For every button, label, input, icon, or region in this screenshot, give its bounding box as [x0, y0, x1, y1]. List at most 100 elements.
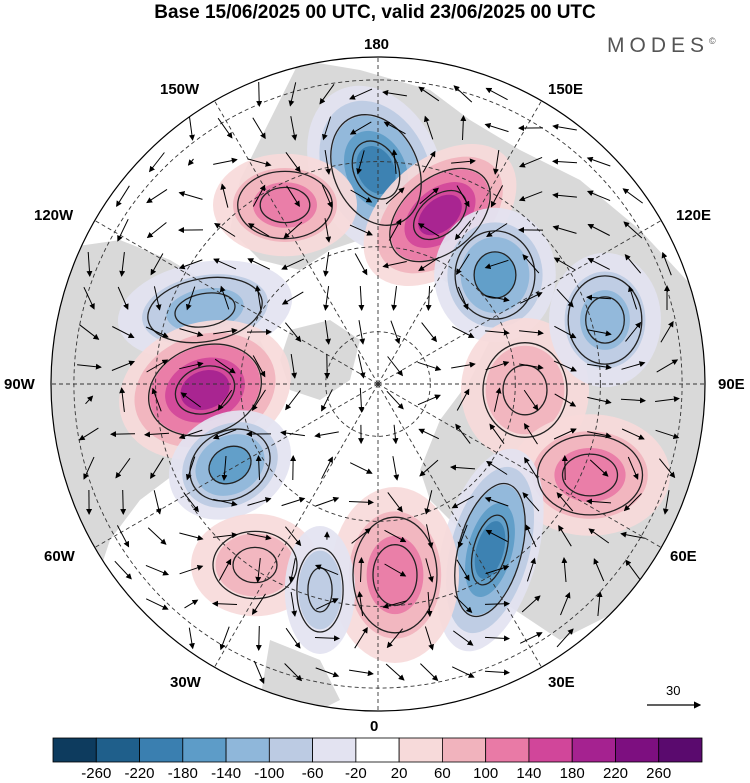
wind-vector [213, 532, 238, 539]
wind-vector [146, 359, 169, 373]
wind-vector [324, 150, 332, 175]
wind-vector [586, 498, 612, 505]
wind-vector [290, 354, 298, 379]
wind-vector [525, 524, 537, 548]
wind-vector [350, 189, 373, 203]
wind-vector [119, 252, 126, 277]
colorbar-tick-label: 220 [602, 765, 629, 782]
wind-vector [120, 489, 127, 515]
wind-vector [453, 630, 474, 646]
wind-vector [284, 663, 303, 682]
wind-vector [628, 285, 638, 310]
wind-vector [492, 150, 500, 175]
wind-vector [85, 395, 94, 405]
wind-vector [388, 218, 402, 241]
wind-vector [587, 396, 612, 405]
wind-vector [382, 600, 407, 609]
wind-vector [117, 286, 129, 310]
anomaly-high-6 [331, 487, 459, 663]
wind-vector [391, 286, 398, 311]
wind-vector [417, 361, 442, 372]
wind-vector [217, 117, 233, 139]
wind-vector [217, 389, 233, 411]
wind-vector [519, 292, 543, 304]
contour-inner-low-3 [174, 292, 236, 328]
wind-vector [486, 223, 508, 238]
lon-label-90e: 90E [718, 376, 745, 393]
contour-inner-low-4 [208, 445, 252, 485]
wind-vector [524, 456, 538, 479]
lon-label-120e: 120E [676, 207, 712, 224]
wind-vector [623, 493, 642, 512]
wind-vector [424, 626, 434, 651]
wind-vector [358, 320, 366, 345]
wind-vector [219, 285, 230, 310]
wind-vector [417, 223, 440, 237]
wind-vector [252, 184, 266, 207]
wind-vector [385, 663, 405, 681]
wind-vector [451, 158, 476, 165]
wind-vector [323, 252, 330, 277]
wind-vector [151, 387, 162, 412]
colorbar-swatch [95, 737, 140, 763]
wind-vector [212, 429, 237, 440]
wind-vector [349, 88, 373, 100]
colorbar-tick-label: 180 [559, 765, 585, 782]
wind-vector [288, 558, 296, 583]
colorbar-tick-label: 20 [390, 765, 408, 782]
wind-vector [486, 460, 508, 475]
wind-vector [385, 187, 405, 205]
wind-vector [386, 628, 403, 649]
wind-vector [422, 150, 436, 173]
colorbar-swatch [615, 737, 660, 763]
lon-label-0: 0 [370, 718, 379, 735]
wind-vector [252, 355, 266, 378]
wind-vector [213, 498, 238, 507]
meridian-line [377, 100, 542, 385]
wind-vector [391, 149, 398, 174]
colorbar-tick-label: -180 [167, 765, 198, 782]
colorbar-tick-label: -220 [124, 765, 155, 782]
colorbar-swatch [571, 737, 616, 763]
wind-vector [144, 431, 170, 438]
wind-vector [419, 459, 439, 477]
wind-vector [221, 455, 228, 481]
colorbar [52, 737, 703, 763]
wind-vector [253, 660, 265, 685]
wind-vector [119, 387, 126, 412]
wind-vector [178, 259, 203, 270]
wind-vector [485, 565, 510, 575]
lon-label-60w: 60W [44, 548, 75, 565]
wind-vector [484, 600, 510, 607]
wind-vector [622, 188, 643, 204]
contour-inner-high-5 [561, 453, 619, 497]
wind-vector [552, 192, 577, 199]
wind-vector [519, 329, 544, 336]
wind-vector [349, 669, 374, 677]
wind-vector [620, 397, 646, 404]
wind-vector [213, 157, 238, 165]
meridian-line [214, 383, 379, 668]
colorbar-swatch [658, 737, 703, 763]
wind-vector [178, 429, 203, 440]
wind-vector [425, 285, 432, 311]
wind-vector [423, 115, 434, 140]
wind-vector [323, 286, 330, 311]
wind-vector [554, 393, 577, 407]
wind-vector [111, 360, 136, 371]
wind-vector [485, 329, 510, 336]
wind-vector [453, 85, 473, 103]
wind-vector [349, 224, 373, 236]
anomaly-high-2 [213, 153, 357, 257]
wind-vector [79, 324, 100, 340]
wind-vector [383, 121, 406, 135]
wind-vector [148, 152, 165, 173]
wind-vector [426, 591, 433, 617]
brand-logo: MODES© [607, 34, 716, 57]
wind-vector [77, 363, 102, 370]
wind-vector [485, 87, 508, 101]
wind-vector [315, 496, 340, 507]
wind-vector [179, 361, 204, 370]
wind-vector [184, 599, 199, 609]
colorbar-swatch [268, 737, 313, 763]
